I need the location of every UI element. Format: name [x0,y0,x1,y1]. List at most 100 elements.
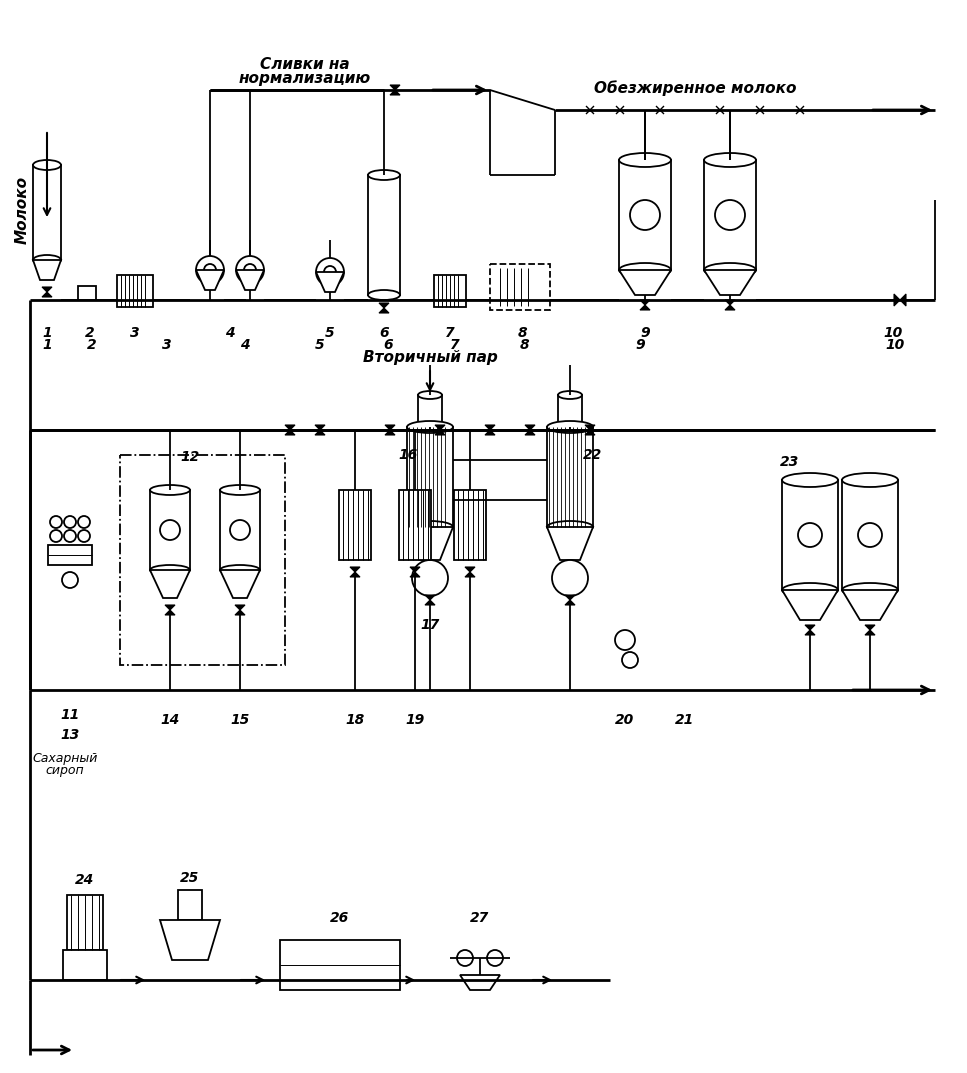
Circle shape [858,523,882,547]
Circle shape [798,523,822,547]
Polygon shape [640,305,650,310]
Ellipse shape [220,565,260,575]
Circle shape [244,264,256,276]
Bar [368,175,400,295]
Text: 17: 17 [421,618,440,632]
Text: 9: 9 [640,326,650,340]
Text: 2: 2 [87,338,97,352]
Polygon shape [350,572,360,577]
Text: 23: 23 [780,455,800,469]
Polygon shape [379,303,389,308]
Polygon shape [435,430,445,435]
Text: 22: 22 [583,449,602,462]
Ellipse shape [782,473,838,487]
Polygon shape [805,624,815,630]
Polygon shape [894,294,900,306]
Polygon shape [842,590,898,620]
Polygon shape [42,286,52,292]
Polygon shape [640,300,650,305]
Polygon shape [410,572,420,577]
Text: 3: 3 [131,326,140,340]
Polygon shape [565,596,575,600]
Text: 2: 2 [85,326,95,340]
Polygon shape [390,85,400,90]
Ellipse shape [150,565,190,575]
Bar [120,455,285,665]
Polygon shape [525,425,535,430]
Polygon shape [585,430,595,435]
Polygon shape [407,527,453,560]
Bar [782,480,838,590]
Bar [418,395,442,427]
Text: 8: 8 [517,326,527,340]
Ellipse shape [704,153,756,167]
Bar [67,895,103,950]
Bar [280,940,400,990]
Bar [117,275,153,307]
Bar [490,264,550,310]
Polygon shape [236,270,264,290]
Bar [150,490,190,570]
Polygon shape [350,567,360,572]
Ellipse shape [418,423,442,431]
Polygon shape [385,430,395,435]
Polygon shape [435,425,445,430]
Text: 12: 12 [181,450,199,464]
Polygon shape [782,590,838,620]
Polygon shape [525,430,535,435]
Polygon shape [410,567,420,572]
Ellipse shape [418,391,442,399]
Text: Обезжиренное молоко: Обезжиренное молоко [594,80,796,95]
Ellipse shape [547,521,593,533]
Text: 21: 21 [675,712,694,727]
Ellipse shape [558,423,582,431]
Text: 24: 24 [75,873,95,887]
Ellipse shape [842,473,898,487]
Ellipse shape [368,170,400,180]
Circle shape [78,516,90,528]
Polygon shape [547,527,593,560]
Text: 1: 1 [43,326,52,340]
Text: Сливки на: Сливки на [260,57,350,72]
Ellipse shape [33,255,61,265]
Bar [547,427,593,527]
Ellipse shape [33,160,61,170]
Text: 26: 26 [331,911,350,925]
Text: 20: 20 [615,712,634,727]
Polygon shape [565,600,575,605]
Ellipse shape [150,485,190,495]
Text: 15: 15 [230,712,249,727]
Ellipse shape [407,421,453,433]
Text: 8: 8 [520,338,530,352]
Text: 7: 7 [445,326,454,340]
Bar [339,490,371,560]
Polygon shape [316,271,344,292]
Polygon shape [704,270,756,295]
Circle shape [487,950,503,966]
Text: Вторичный пар: Вторичный пар [363,350,497,365]
Circle shape [78,530,90,542]
Circle shape [324,266,336,278]
Polygon shape [390,90,400,95]
Polygon shape [385,425,395,430]
Text: 13: 13 [60,727,79,743]
Text: 18: 18 [345,712,365,727]
Bar [434,275,466,307]
Circle shape [622,652,638,668]
Bar [619,160,671,270]
Polygon shape [196,270,224,290]
Text: 9: 9 [635,338,645,352]
Bar [842,480,898,590]
Polygon shape [235,605,245,609]
Text: 6: 6 [379,326,389,340]
Circle shape [412,560,448,596]
Bar [48,545,92,565]
Circle shape [50,516,62,528]
Polygon shape [160,920,220,960]
Text: 3: 3 [162,338,172,352]
Text: 4: 4 [240,338,249,352]
Polygon shape [460,975,500,990]
Bar [399,490,431,560]
Polygon shape [165,605,175,609]
Ellipse shape [220,485,260,495]
